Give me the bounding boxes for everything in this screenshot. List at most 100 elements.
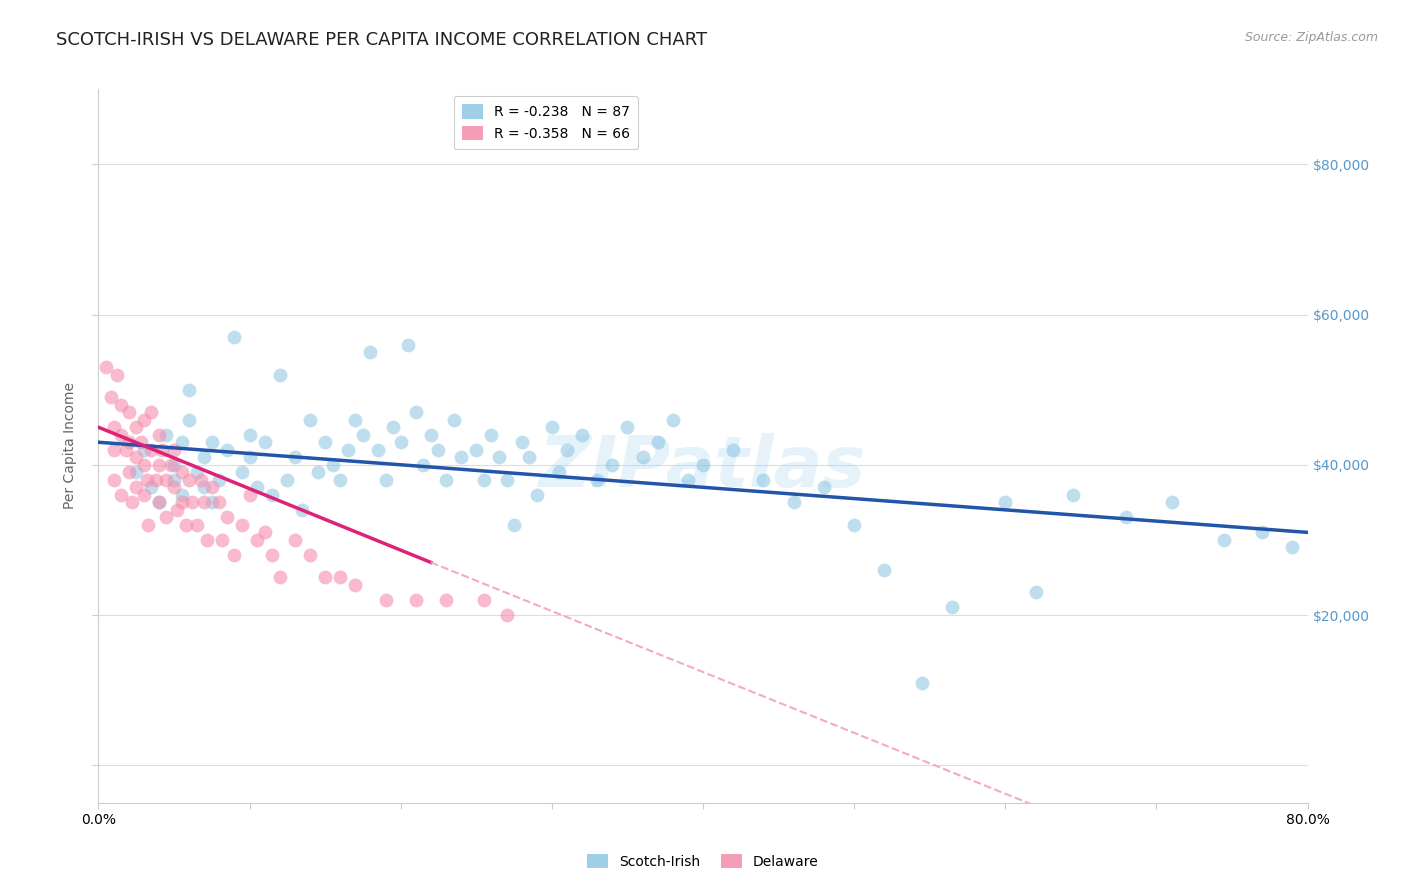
Point bbox=[1281, 541, 1303, 555]
Point bbox=[291, 503, 314, 517]
Point bbox=[676, 473, 699, 487]
Point bbox=[224, 548, 246, 562]
Point bbox=[166, 503, 188, 517]
Point bbox=[208, 473, 231, 487]
Point bbox=[783, 495, 806, 509]
Point bbox=[118, 435, 141, 450]
Point bbox=[873, 563, 896, 577]
Point bbox=[723, 442, 745, 457]
Point bbox=[190, 473, 212, 487]
Point bbox=[813, 480, 835, 494]
Point bbox=[269, 368, 291, 382]
Point bbox=[105, 368, 128, 382]
Point bbox=[239, 488, 262, 502]
Point bbox=[412, 458, 434, 472]
Point bbox=[103, 442, 125, 457]
Point bbox=[472, 593, 495, 607]
Point bbox=[170, 435, 193, 450]
Point bbox=[503, 517, 526, 532]
Point bbox=[1062, 488, 1084, 502]
Point bbox=[631, 450, 654, 465]
Point bbox=[246, 480, 269, 494]
Point bbox=[253, 435, 276, 450]
Point bbox=[495, 473, 517, 487]
Point bbox=[269, 570, 291, 584]
Point bbox=[110, 398, 132, 412]
Point bbox=[201, 495, 224, 509]
Point bbox=[329, 570, 352, 584]
Point bbox=[911, 675, 934, 690]
Point bbox=[141, 442, 163, 457]
Point bbox=[994, 495, 1017, 509]
Point bbox=[1213, 533, 1236, 547]
Point bbox=[155, 427, 177, 442]
Point bbox=[125, 420, 148, 434]
Point bbox=[488, 450, 510, 465]
Point bbox=[314, 570, 336, 584]
Point bbox=[224, 330, 246, 344]
Point bbox=[465, 442, 488, 457]
Point bbox=[155, 473, 177, 487]
Point bbox=[382, 420, 405, 434]
Point bbox=[344, 578, 367, 592]
Point bbox=[215, 510, 238, 524]
Point bbox=[352, 427, 374, 442]
Point bbox=[163, 480, 186, 494]
Point bbox=[193, 450, 215, 465]
Point bbox=[163, 473, 186, 487]
Point bbox=[472, 473, 495, 487]
Point bbox=[136, 517, 159, 532]
Point bbox=[211, 533, 233, 547]
Point bbox=[201, 435, 224, 450]
Point bbox=[110, 488, 132, 502]
Point bbox=[481, 427, 503, 442]
Point bbox=[103, 420, 125, 434]
Y-axis label: Per Capita Income: Per Capita Income bbox=[63, 383, 77, 509]
Point bbox=[135, 473, 157, 487]
Point bbox=[114, 442, 136, 457]
Point bbox=[186, 465, 208, 479]
Point bbox=[195, 533, 218, 547]
Point bbox=[517, 450, 540, 465]
Point bbox=[389, 435, 412, 450]
Point bbox=[344, 413, 367, 427]
Point bbox=[118, 465, 141, 479]
Point bbox=[692, 458, 714, 472]
Point bbox=[329, 473, 352, 487]
Point bbox=[405, 593, 427, 607]
Point bbox=[276, 473, 298, 487]
Point bbox=[307, 465, 329, 479]
Point bbox=[160, 458, 183, 472]
Point bbox=[427, 442, 450, 457]
Point bbox=[148, 495, 170, 509]
Point bbox=[1160, 495, 1182, 509]
Point bbox=[141, 480, 163, 494]
Point bbox=[125, 450, 148, 465]
Point bbox=[179, 413, 201, 427]
Point bbox=[179, 473, 201, 487]
Point bbox=[231, 517, 253, 532]
Point bbox=[374, 473, 396, 487]
Point bbox=[132, 442, 155, 457]
Point bbox=[148, 495, 170, 509]
Point bbox=[647, 435, 669, 450]
Point bbox=[155, 510, 177, 524]
Text: ZIPatlas: ZIPatlas bbox=[540, 433, 866, 502]
Point bbox=[121, 495, 143, 509]
Point bbox=[434, 473, 457, 487]
Point bbox=[103, 473, 125, 487]
Point bbox=[193, 495, 215, 509]
Point bbox=[132, 413, 155, 427]
Point bbox=[170, 465, 193, 479]
Point bbox=[314, 435, 336, 450]
Point bbox=[239, 450, 262, 465]
Point bbox=[125, 480, 148, 494]
Point bbox=[526, 488, 548, 502]
Legend: Scotch-Irish, Delaware: Scotch-Irish, Delaware bbox=[582, 848, 824, 874]
Point bbox=[170, 488, 193, 502]
Point bbox=[94, 360, 117, 375]
Point bbox=[548, 465, 571, 479]
Point bbox=[246, 533, 269, 547]
Point bbox=[1115, 510, 1137, 524]
Point bbox=[193, 480, 215, 494]
